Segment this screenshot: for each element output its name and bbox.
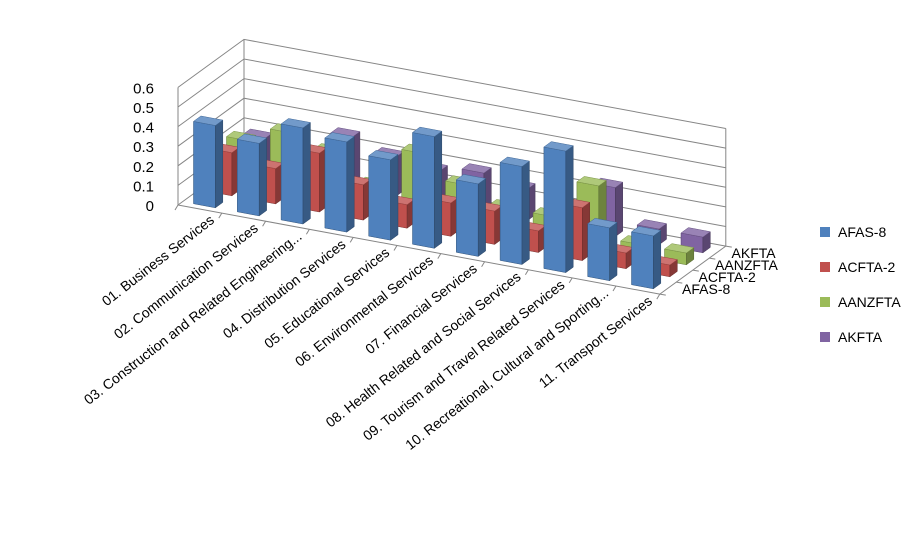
bar [630, 226, 662, 290]
bar [368, 150, 399, 241]
bar-side [477, 178, 486, 257]
bar-top [499, 156, 531, 167]
bar-side [390, 153, 399, 241]
depth-tick [676, 281, 683, 284]
bar-top [236, 133, 268, 144]
depth-label: AFAS-8 [682, 281, 730, 297]
x-tick [612, 285, 617, 292]
bar-front [237, 138, 260, 217]
x-tick [174, 204, 179, 211]
bar-side [565, 145, 574, 274]
bars [192, 115, 711, 290]
legend-label: ACFTA-2 [838, 259, 896, 275]
bar-side [609, 221, 618, 282]
legend-label: AANZFTA [838, 294, 901, 310]
depth-tick [709, 257, 716, 260]
bar-front [456, 179, 479, 257]
x-tick-label: 10. Recreational, Cultural and Sporting.… [402, 285, 611, 453]
bar-top [680, 227, 711, 238]
bar-top [636, 219, 668, 230]
legend-item: AANZFTA [820, 292, 901, 312]
bar [280, 118, 312, 225]
depth-label: AANZFTA [715, 257, 778, 273]
bar [499, 156, 531, 265]
x-axis-line [177, 204, 660, 295]
bar [411, 126, 443, 249]
bar [587, 218, 618, 282]
y-tick-label: 0.3 [133, 139, 154, 156]
bar-front [631, 231, 654, 290]
bar-front [543, 146, 567, 273]
legend-item: AFAS-8 [820, 222, 901, 242]
bar-top [587, 218, 618, 229]
bar-side [215, 119, 224, 209]
bar-side [258, 137, 267, 217]
bar-front [324, 137, 348, 233]
bar-top [461, 163, 492, 174]
legend-swatch [820, 297, 830, 307]
bar-front [280, 123, 304, 225]
x-tick [481, 261, 486, 267]
bar-top [280, 118, 312, 129]
bar-side [346, 136, 355, 233]
bar [543, 141, 574, 274]
bar-top [368, 150, 399, 161]
bar-top [630, 226, 662, 237]
depth-tick [659, 293, 666, 296]
legend-swatch [820, 332, 830, 342]
bar-top [411, 126, 443, 137]
bar-front [499, 162, 523, 265]
legend-swatch [820, 262, 830, 272]
bar-front [368, 155, 391, 241]
x-tick [393, 245, 398, 251]
bar-front [412, 132, 435, 249]
x-tick-label: 03. Construction and Related Engineering… [81, 228, 305, 408]
bar-side [434, 130, 443, 249]
x-tick-label: 09. Tourism and Travel Related Services [360, 276, 568, 443]
y-tick-label: 0.1 [133, 178, 154, 195]
gridline [177, 38, 726, 129]
x-tick [349, 237, 354, 243]
x-tick [568, 277, 573, 284]
bar [192, 115, 224, 209]
bar-top [576, 176, 607, 187]
x-tick [262, 220, 267, 227]
bar-side [653, 230, 662, 290]
x-tick [305, 229, 310, 235]
depth-tick [725, 245, 732, 248]
x-tick-label: 08. Health Related and Social Services [322, 268, 523, 430]
depth-label: AKFTA [732, 245, 777, 261]
bar-top [324, 132, 355, 143]
bar-front [587, 223, 610, 282]
depth-tick [692, 269, 699, 272]
legend: AFAS-8 ACFTA-2 AANZFTA AKFTA [820, 222, 901, 362]
y-tick-label: 0.6 [133, 80, 154, 97]
bar-top [455, 174, 487, 185]
legend-item: ACFTA-2 [820, 257, 901, 277]
legend-swatch [820, 227, 830, 237]
legend-label: AFAS-8 [838, 224, 887, 240]
x-tick [656, 293, 661, 300]
y-tick-label: 0 [146, 198, 154, 215]
y-tick-label: 0.2 [133, 159, 154, 176]
bar-top [663, 243, 695, 254]
bar-top [543, 141, 574, 152]
legend-item: AKFTA [820, 327, 901, 347]
bar-side [521, 160, 530, 265]
depth-label: ACFTA-2 [699, 269, 757, 285]
x-tick [218, 212, 223, 219]
x-tick [524, 269, 529, 276]
y-tick-label: 0.4 [133, 120, 154, 137]
bar [324, 132, 355, 233]
bar-front [193, 121, 216, 209]
x-tick [437, 253, 442, 259]
bar [455, 174, 487, 257]
bar [236, 133, 268, 217]
y-tick-label: 0.5 [133, 100, 154, 117]
bar-side [302, 122, 311, 225]
bar-top [192, 115, 224, 126]
legend-label: AKFTA [838, 329, 883, 345]
